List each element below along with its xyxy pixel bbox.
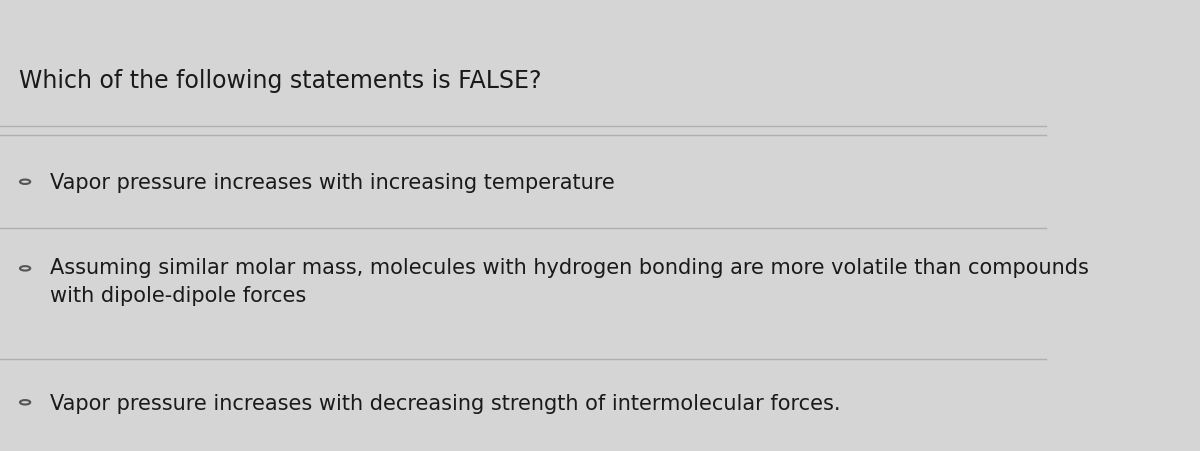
Text: Vapor pressure increases with decreasing strength of intermolecular forces.: Vapor pressure increases with decreasing… (50, 394, 841, 414)
Text: Vapor pressure increases with increasing temperature: Vapor pressure increases with increasing… (50, 173, 614, 193)
Text: Which of the following statements is FALSE?: Which of the following statements is FAL… (19, 69, 541, 93)
Text: Assuming similar molar mass, molecules with hydrogen bonding are more volatile t: Assuming similar molar mass, molecules w… (50, 258, 1090, 306)
